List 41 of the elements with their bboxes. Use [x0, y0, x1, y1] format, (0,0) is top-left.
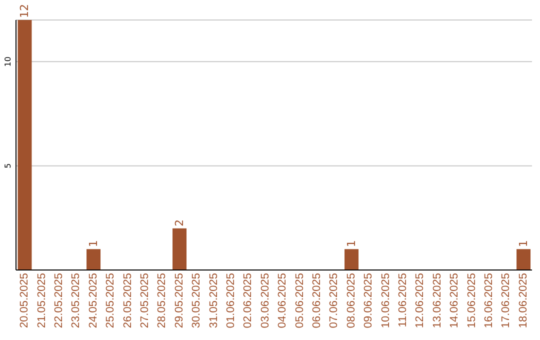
x-tick-label: 13.06.2025: [431, 273, 444, 328]
x-tick-label: 16.06.2025: [483, 273, 495, 328]
bar: [344, 249, 359, 270]
x-tick-label: 23.05.2025: [70, 273, 82, 328]
x-tick-label: 08.06.2025: [345, 273, 358, 328]
x-tick-label: 28.05.2025: [156, 273, 168, 328]
y-tick-label: 10: [4, 56, 12, 67]
x-tick-label: 22.05.2025: [53, 273, 65, 328]
data-label: 1: [517, 240, 530, 248]
x-tick-label: 09.06.2025: [362, 273, 375, 328]
x-tick-label: 04.06.2025: [276, 273, 289, 328]
x-tick-label: 06.06.2025: [311, 273, 323, 328]
x-tick-label: 03.06.2025: [259, 273, 272, 328]
x-tick-label: 02.06.2025: [242, 273, 254, 328]
x-tick-label: 11.06.2025: [397, 273, 409, 328]
x-tick-label: 27.05.2025: [139, 273, 151, 328]
x-tick-label: 14.06.2025: [448, 273, 461, 328]
x-tick-label: 07.06.2025: [328, 273, 340, 328]
bar: [86, 249, 101, 270]
bar: [172, 228, 187, 270]
x-tick-label: 21.05.2025: [36, 273, 48, 328]
x-tick-label: 12.06.2025: [414, 273, 426, 328]
x-tick-label: 26.05.2025: [122, 273, 134, 328]
x-tick-label: 30.05.2025: [190, 273, 203, 328]
x-tick-label: 01.06.2025: [225, 273, 237, 328]
x-tick-label: 20.05.2025: [18, 273, 31, 328]
x-tick-label: 05.06.2025: [294, 273, 306, 328]
data-label: 2: [173, 219, 186, 226]
x-tick-label: 18.06.2025: [517, 273, 530, 328]
data-label: 12: [18, 4, 32, 18]
bar: [516, 249, 531, 270]
x-tick-label: 24.05.2025: [87, 273, 100, 328]
x-tick-label: 29.05.2025: [173, 273, 186, 328]
x-tick-label: 15.06.2025: [466, 273, 478, 328]
x-tick-label: 10.06.2025: [380, 273, 392, 328]
x-tick-label: 25.05.2025: [104, 273, 117, 328]
x-tick-label: 17.06.2025: [500, 273, 512, 328]
y-tick-label: 5: [4, 163, 12, 168]
x-tick-label: 31.05.2025: [208, 273, 220, 328]
data-label: 1: [345, 240, 358, 248]
data-label: 1: [87, 240, 100, 248]
